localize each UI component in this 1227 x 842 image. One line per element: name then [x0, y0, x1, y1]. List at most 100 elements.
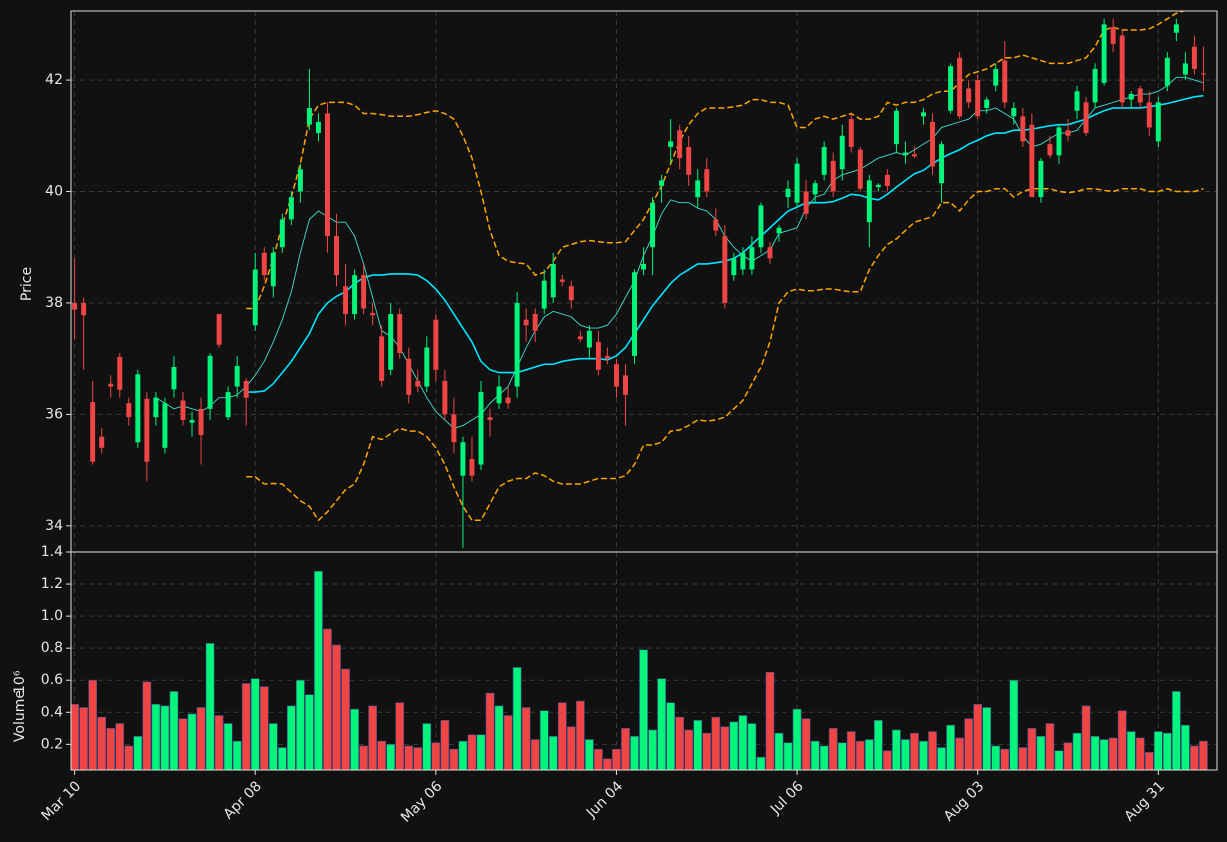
volume-bar [919, 740, 928, 770]
candle-body [893, 110, 899, 145]
candle-body [613, 364, 619, 387]
volume-bar [603, 758, 612, 770]
volume-bar [494, 705, 504, 770]
volume-bar [521, 707, 531, 770]
candle-body [740, 252, 746, 270]
volume-bar [377, 740, 387, 770]
candle-body [343, 286, 349, 315]
volume-bar [946, 724, 955, 770]
candle-body [99, 436, 105, 448]
y-tick-label: 1.2 [41, 576, 63, 592]
candle-body [641, 263, 647, 270]
candle-body [957, 57, 963, 117]
volume-bar [774, 732, 784, 770]
candle-body [514, 302, 520, 387]
candle-body [722, 236, 728, 303]
candle-body [352, 275, 358, 315]
candle-body [604, 355, 610, 359]
candle-body [261, 252, 267, 276]
volume-bar [810, 740, 820, 770]
candle-body [677, 130, 683, 159]
candle-body [135, 374, 141, 443]
candle-body [595, 341, 601, 370]
volume-bar [133, 736, 143, 770]
candle-body [1164, 57, 1170, 86]
volume-bar [395, 702, 405, 770]
volume-bar [1063, 742, 1073, 770]
volume-bar [892, 729, 901, 770]
candle-body [415, 380, 421, 387]
candle-body [72, 302, 78, 310]
candle-body [315, 121, 321, 134]
volume-bar [621, 728, 630, 770]
volume-bar [819, 745, 829, 770]
volume-bar [359, 745, 368, 770]
candle-body [758, 205, 764, 248]
candle-body [288, 197, 294, 220]
volume-bar [386, 744, 396, 770]
candle-body [623, 375, 628, 395]
candle-body [324, 113, 330, 237]
candle-body [279, 219, 285, 248]
candle-body [668, 141, 674, 147]
candle-body [1029, 124, 1035, 198]
volume-bar [684, 729, 694, 770]
volume-bar [711, 716, 721, 770]
candle-body [460, 442, 466, 476]
candle-body [1101, 24, 1107, 83]
candle-body [144, 398, 150, 462]
candle-body [126, 403, 132, 418]
candle-body [334, 236, 339, 276]
volume-bar [296, 679, 305, 770]
volume-bar [765, 671, 775, 770]
candle-body [379, 336, 385, 381]
volume-bar [142, 681, 152, 770]
volume-bar [828, 728, 838, 770]
candle-body [442, 380, 448, 415]
candle-body [550, 263, 556, 298]
candle-body [921, 112, 926, 117]
candle-body [586, 330, 592, 348]
volume-bar [71, 703, 79, 770]
candle-body [830, 160, 836, 192]
volume-bar [964, 718, 974, 770]
candle-body [207, 355, 213, 409]
candle-body [451, 414, 457, 443]
volume-bar [594, 748, 603, 770]
candle-body [406, 358, 412, 395]
volume-bar [1090, 736, 1100, 770]
candle-body [749, 247, 755, 270]
candle-body [252, 269, 258, 326]
volume-bar [837, 742, 847, 770]
volume-bar [115, 723, 125, 770]
candle-body [297, 169, 303, 192]
volume-bar [404, 745, 414, 770]
volume-bar [648, 729, 657, 770]
volume-bar [991, 745, 1001, 770]
candle-body [632, 272, 638, 356]
candle-body [270, 252, 276, 287]
candle-body [424, 347, 430, 387]
volume-bar [124, 745, 134, 770]
volume-bar [512, 667, 522, 770]
candle-body [776, 227, 782, 234]
volume-bar [1045, 723, 1055, 770]
candle-body [1155, 102, 1161, 142]
price-frame [70, 10, 1218, 553]
candle-body [1002, 60, 1008, 103]
volume-bar [846, 731, 856, 770]
candle-body [1182, 63, 1188, 75]
volume-bar [675, 716, 685, 770]
volume-bar [792, 708, 802, 770]
y-tick-label: 40 [45, 184, 63, 200]
candle-body [884, 174, 890, 186]
candle-body [370, 312, 376, 316]
volume-bar [169, 691, 179, 770]
volume-bar [1099, 739, 1109, 770]
x-tick-label: Mar 10 [39, 778, 85, 824]
candle-body [659, 180, 665, 186]
y-tick-label: 38 [45, 295, 63, 311]
candle-body [234, 365, 240, 387]
volume-bar [973, 703, 983, 770]
